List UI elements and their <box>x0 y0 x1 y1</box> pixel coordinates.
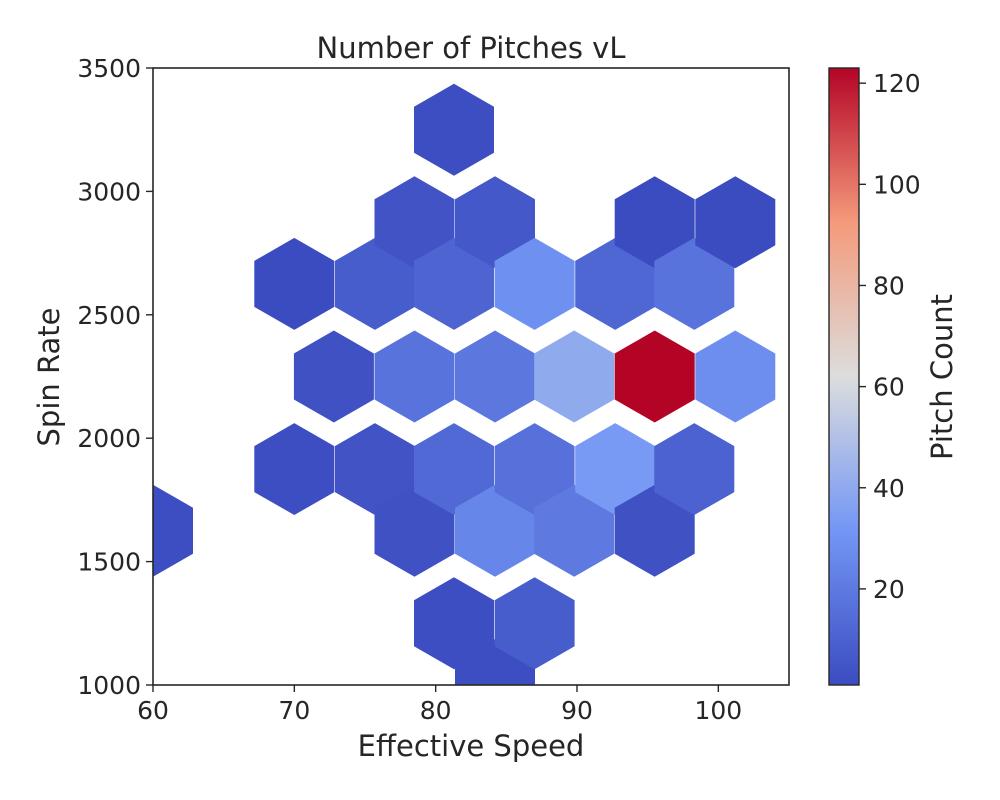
y-tick-label: 1000 <box>77 671 141 700</box>
colorbar-tick-label: 120 <box>873 69 921 98</box>
y-tick-label: 3500 <box>77 54 141 83</box>
hexbin-cell <box>334 423 415 515</box>
colorbar-label: Pitch Count <box>925 294 959 460</box>
hexbin-cell <box>374 484 455 577</box>
y-tick-label: 2000 <box>77 424 141 453</box>
hexbin-cells <box>153 83 776 685</box>
hexbin-cell <box>455 484 535 577</box>
colorbar <box>828 67 860 686</box>
y-axis-label: Spin Rate <box>32 308 66 447</box>
hexbin-cell <box>614 176 695 269</box>
hexbin-cell <box>614 330 695 423</box>
x-axis-label: Effective Speed <box>358 729 585 763</box>
x-tick-label: 90 <box>561 696 593 725</box>
hexbin-cell <box>534 484 615 577</box>
plot-frame <box>152 67 790 686</box>
hexbin-cell <box>695 176 776 269</box>
colorbar-tick-label: 40 <box>873 474 905 503</box>
colorbar-tick-label: 80 <box>873 271 905 300</box>
y-axis-ticks: 1000 1500 2000 2500 3000 3500 <box>77 54 153 700</box>
colorbar-ticks: 20 40 60 80 100 120 <box>859 69 921 604</box>
hexbin-cell <box>414 237 494 330</box>
colorbar-tick-label: 20 <box>873 575 905 604</box>
hexbin-cell <box>455 330 535 423</box>
x-axis-ticks: 60 70 80 90 100 <box>137 685 742 725</box>
x-tick-label: 80 <box>420 696 452 725</box>
hexbin-cell <box>654 423 735 515</box>
hexbin-cell <box>374 176 455 269</box>
hexbin-cell <box>153 484 193 577</box>
hexbin-cell <box>575 237 656 330</box>
hexbin-cell <box>414 577 494 670</box>
x-tick-label: 100 <box>694 696 742 725</box>
hexbin-cell <box>494 237 575 330</box>
hexbin-cell <box>374 330 455 423</box>
y-tick-label: 2500 <box>77 301 141 330</box>
hexbin-cell <box>494 577 575 670</box>
hexbin-cell <box>254 237 335 330</box>
y-tick-label: 1500 <box>77 548 141 577</box>
hexbin-cell <box>414 423 494 515</box>
colorbar-tick-label: 60 <box>873 373 905 402</box>
hexbin-cell <box>254 423 335 515</box>
hexbin-cell <box>575 423 656 515</box>
hexbin-cell <box>293 330 374 423</box>
chart-title: Number of Pitches vL <box>317 31 626 65</box>
colorbar-tick-label: 100 <box>873 170 921 199</box>
x-tick-label: 70 <box>278 696 310 725</box>
hexbin-cell <box>695 330 776 423</box>
hexbin-cell <box>414 83 494 176</box>
hexbin-cell <box>494 423 575 515</box>
hexbin-cell <box>534 330 615 423</box>
x-tick-label: 60 <box>137 696 169 725</box>
y-tick-label: 3000 <box>77 177 141 206</box>
hexbin-cell <box>654 237 735 330</box>
hexbin-cell <box>455 176 535 269</box>
hexbin-cell <box>334 237 415 330</box>
hexbin-cell <box>614 484 695 577</box>
